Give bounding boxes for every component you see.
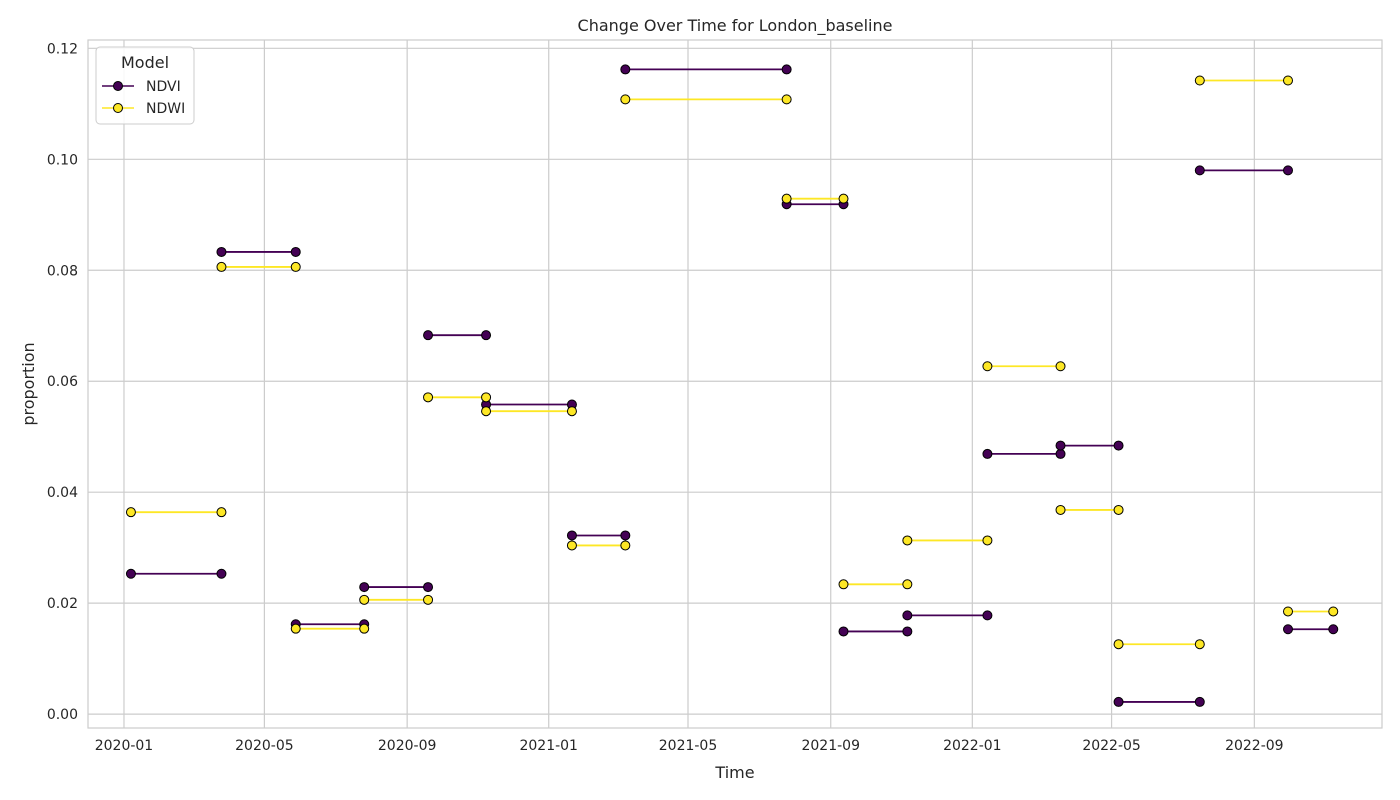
- ndwi-point: [125, 507, 136, 518]
- ndvi-point: [1055, 448, 1066, 459]
- ndwi-point: [982, 535, 993, 546]
- legend-entry-ndvi: NDVI: [102, 79, 181, 95]
- chart-title: Change Over Time for London_baseline: [578, 16, 893, 36]
- plot-frame: [87, 39, 1383, 729]
- ndwi-point: [1194, 639, 1205, 650]
- ndwi-point: [359, 594, 370, 605]
- grid: [88, 40, 1382, 728]
- ndwi-point: [1283, 606, 1293, 617]
- y-tick-label: 0.10: [47, 152, 78, 168]
- y-tick-label: 0.04: [47, 485, 78, 501]
- ndwi-point: [290, 261, 301, 272]
- ndwi-point: [838, 193, 849, 204]
- y-tick-label: 0.00: [47, 707, 78, 723]
- ndvi-point: [481, 330, 492, 341]
- x-tick-label: 2021-09: [801, 738, 860, 754]
- ndvi-point: [423, 582, 434, 593]
- ndvi-point: [1283, 165, 1293, 176]
- ndvi-point: [423, 330, 434, 341]
- ndwi-point: [290, 623, 301, 634]
- ndwi-point: [1283, 75, 1293, 86]
- series: [125, 64, 1339, 707]
- legend-ndvi-marker: [113, 81, 123, 91]
- ndvi-point: [620, 530, 631, 541]
- y-axis-label: proportion: [19, 342, 38, 425]
- ndvi-point: [781, 64, 792, 75]
- axis-ticks: 2020-01 2020-05 2020-09 2021-01 2021-05 2021-…: [47, 41, 1284, 754]
- ndwi-point: [982, 361, 993, 372]
- ndvi-point: [216, 568, 227, 579]
- ndvi-point: [838, 626, 849, 637]
- ndwi-point: [1113, 639, 1124, 650]
- ndwi-point: [1328, 606, 1339, 617]
- ndvi-point: [1194, 696, 1205, 707]
- ndvi-point: [566, 530, 577, 541]
- ndvi-point: [620, 64, 631, 75]
- ndvi-point: [902, 626, 913, 637]
- y-tick-label: 0.06: [47, 374, 78, 390]
- ndwi-point: [1113, 504, 1124, 515]
- ndvi-point: [359, 582, 370, 593]
- x-tick-label: 2020-09: [378, 738, 437, 754]
- ndvi-point: [125, 568, 136, 579]
- ndvi-point: [1113, 440, 1124, 451]
- y-tick-label: 0.02: [47, 596, 78, 612]
- ndwi-point: [838, 579, 849, 590]
- ndvi-point: [216, 246, 227, 257]
- ndvi-point: [902, 610, 913, 621]
- ndwi-point: [216, 261, 227, 272]
- ndvi-point: [290, 246, 301, 257]
- legend-ndwi-marker: [113, 103, 123, 113]
- ndwi-point: [902, 579, 913, 590]
- ndwi-point: [781, 193, 792, 204]
- ndwi-point: [359, 623, 370, 634]
- x-tick-label: 2020-05: [235, 738, 294, 754]
- ndwi-point: [566, 540, 577, 551]
- ndwi-point: [423, 392, 434, 403]
- ndwi-point: [620, 540, 631, 551]
- ndwi-point: [1055, 361, 1066, 372]
- ndvi-point: [982, 610, 993, 621]
- x-tick-label: 2022-09: [1225, 738, 1284, 754]
- ndwi-point: [1055, 504, 1066, 515]
- ndwi-point: [216, 507, 227, 518]
- x-tick-label: 2021-05: [659, 738, 718, 754]
- legend-entry-ndwi: NDWI: [102, 101, 185, 117]
- x-tick-label: 2020-01: [95, 738, 154, 754]
- ndvi-point: [1283, 624, 1293, 635]
- x-tick-label: 2022-01: [943, 738, 1002, 754]
- y-tick-label: 0.12: [47, 41, 78, 57]
- ndwi-point: [423, 594, 434, 605]
- series-ndwi: [125, 75, 1339, 650]
- ndwi-point: [566, 406, 577, 417]
- ndwi-point: [1194, 75, 1205, 86]
- ndwi-point: [620, 94, 631, 105]
- y-tick-label: 0.08: [47, 263, 78, 279]
- legend-ndvi-label: NDVI: [146, 79, 181, 95]
- ndvi-point: [1113, 696, 1124, 707]
- x-tick-label: 2021-01: [519, 738, 578, 754]
- ndwi-point: [902, 535, 913, 546]
- legend-title: Model: [121, 53, 169, 72]
- ndvi-point: [1055, 440, 1066, 451]
- legend: Model NDVI NDWI: [95, 46, 195, 125]
- ndwi-point: [481, 406, 492, 417]
- series-ndvi: [125, 64, 1339, 707]
- ndwi-point: [781, 94, 792, 105]
- ndwi-point: [481, 392, 492, 403]
- x-tick-label: 2022-05: [1082, 738, 1141, 754]
- ndvi-point: [1328, 624, 1339, 635]
- ndvi-point: [982, 448, 993, 459]
- legend-ndwi-label: NDWI: [146, 101, 185, 117]
- x-axis-label: Time: [714, 763, 754, 782]
- ndvi-point: [1194, 165, 1205, 176]
